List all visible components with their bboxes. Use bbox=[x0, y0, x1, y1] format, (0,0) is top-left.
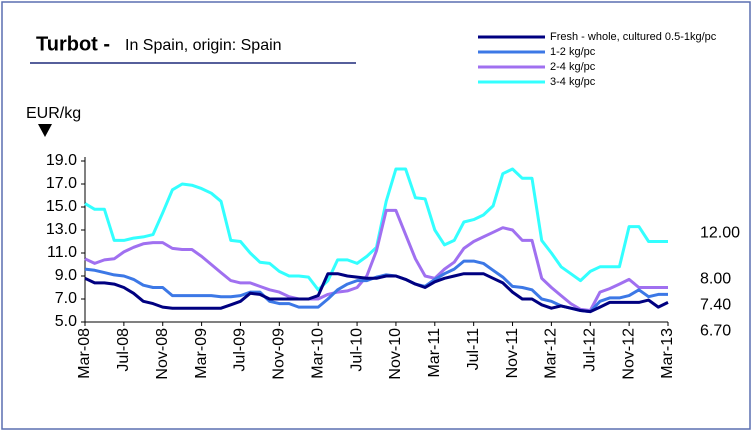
x-tick-label: Mar-09 bbox=[193, 328, 210, 379]
x-tick-label: Jul-11 bbox=[465, 328, 482, 370]
x-tick-label: Mar-10 bbox=[309, 328, 326, 379]
chart-title: Turbot - bbox=[36, 33, 110, 55]
y-axis-label: EUR/kg bbox=[26, 105, 81, 122]
series-line bbox=[84, 208, 668, 312]
legend-label: Fresh - whole, cultured 0.5-1kg/pc bbox=[550, 31, 717, 43]
y-tick-label: 9.0 bbox=[55, 267, 77, 284]
x-tick-label: Mar-08 bbox=[76, 328, 93, 379]
x-tick-label: Jul-09 bbox=[232, 328, 249, 372]
y-tick-label: 17.0 bbox=[46, 175, 77, 192]
legend-label: 1-2 kg/pc bbox=[550, 46, 596, 58]
y-tick-label: 5.0 bbox=[55, 313, 77, 330]
y-tick-label: 7.0 bbox=[55, 290, 77, 307]
y-tick-label: 19.0 bbox=[46, 152, 77, 169]
end-label: 8.00 bbox=[700, 271, 731, 288]
y-tick-label: 15.0 bbox=[46, 198, 77, 215]
y-tick-label: 11.0 bbox=[47, 244, 77, 261]
series-line bbox=[84, 272, 669, 314]
axis-arrow bbox=[38, 124, 52, 137]
x-tick-label: Nov-11 bbox=[504, 328, 521, 378]
y-tick-label: 13.0 bbox=[46, 221, 77, 238]
x-tick-label: Jul-08 bbox=[115, 328, 132, 372]
legend-label: 3-4 kg/pc bbox=[550, 76, 596, 88]
end-label: 6.70 bbox=[700, 323, 731, 340]
x-tick-label: Mar-12 bbox=[543, 328, 560, 379]
x-tick-label: Nov-10 bbox=[387, 328, 404, 380]
x-tick-label: Mar-13 bbox=[659, 328, 676, 379]
chart-subtitle: In Spain, origin: Spain bbox=[125, 37, 282, 54]
x-tick-label: Nov-08 bbox=[154, 328, 171, 380]
x-tick-label: Jul-12 bbox=[581, 328, 598, 372]
x-tick-label: Nov-12 bbox=[620, 328, 637, 380]
legend-label: 2-4 kg/pc bbox=[550, 61, 596, 73]
end-label: 7.40 bbox=[700, 297, 731, 314]
end-label: 12.00 bbox=[700, 225, 740, 242]
x-tick-label: Nov-09 bbox=[271, 328, 288, 380]
x-tick-label: Jul-10 bbox=[348, 328, 365, 372]
x-tick-label: Mar-11 bbox=[426, 328, 443, 378]
